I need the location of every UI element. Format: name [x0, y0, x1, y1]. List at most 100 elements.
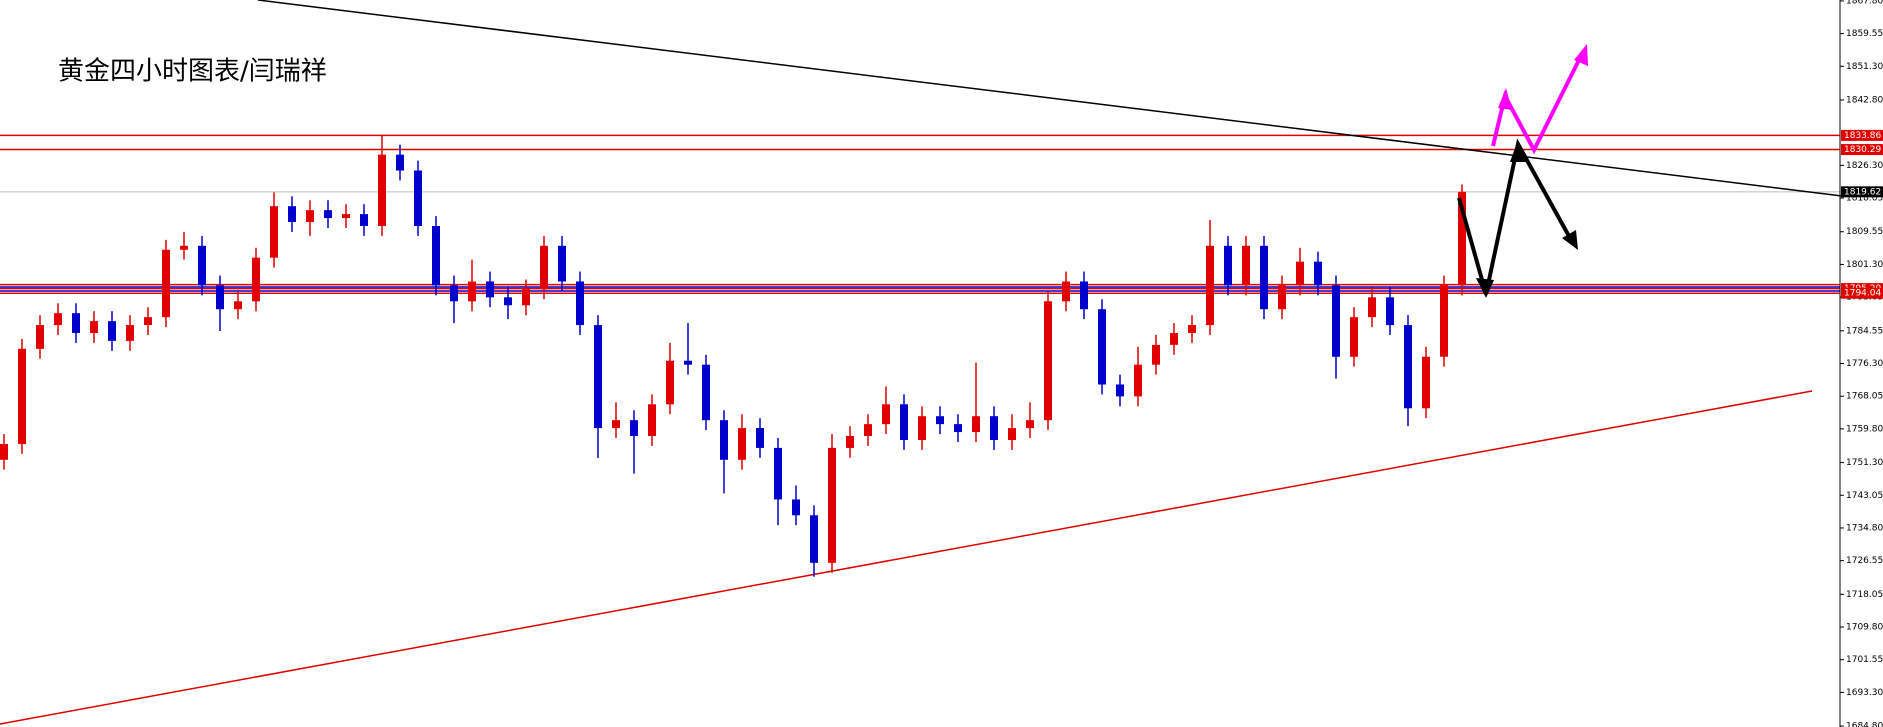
- candle-body: [198, 245, 206, 286]
- candle-body: [1386, 297, 1394, 326]
- candle-body: [1062, 281, 1070, 302]
- candle-body: [1332, 285, 1340, 357]
- level-label: 1819.62: [1844, 187, 1881, 197]
- arrow: [1457, 138, 1572, 295]
- y-tick-label: 1734.80: [1846, 523, 1883, 533]
- candle-body: [882, 404, 890, 425]
- candle-body: [1044, 301, 1052, 421]
- y-tick-label: 1826.30: [1846, 161, 1883, 171]
- candle-body: [738, 428, 746, 460]
- price-axis-labels: 1867.80 1859.55 1851.30 1842.80 1826.30 1818.…: [1840, 0, 1883, 727]
- candle-body: [1314, 261, 1322, 286]
- y-tick-label: 1759.80: [1846, 424, 1883, 434]
- candle-body: [216, 285, 224, 310]
- candle-body: [270, 206, 278, 258]
- candle-body: [558, 245, 566, 282]
- candle-body: [432, 225, 440, 286]
- candle-body: [1008, 428, 1016, 440]
- y-tick-label: 1693.30: [1846, 688, 1883, 698]
- candle-body: [828, 447, 836, 563]
- candle-body: [1404, 325, 1412, 409]
- candle-body: [972, 416, 980, 433]
- candle-body: [252, 257, 260, 302]
- candle-body: [576, 281, 584, 326]
- candle-body: [1026, 420, 1034, 429]
- candle-body: [0, 443, 8, 460]
- candle-body: [900, 404, 908, 440]
- candle-body: [1188, 325, 1196, 333]
- candle-body: [1440, 285, 1448, 357]
- candle-body: [720, 420, 728, 460]
- y-tick-label: 1709.80: [1846, 623, 1883, 633]
- candle-body: [108, 321, 116, 341]
- candle-body: [1098, 309, 1106, 385]
- candle-body: [1152, 344, 1160, 365]
- candle-body: [306, 210, 314, 223]
- candle-body: [666, 360, 674, 405]
- candle-body: [990, 416, 998, 440]
- candle-body: [540, 245, 548, 290]
- candle-body: [180, 245, 188, 250]
- y-tick-label: 1784.55: [1846, 326, 1883, 336]
- candle-body: [1206, 245, 1214, 326]
- candle-body: [1458, 191, 1466, 286]
- candle-body: [396, 154, 404, 171]
- candle-body: [414, 170, 422, 226]
- candle-body: [162, 249, 170, 318]
- candle-body: [1134, 364, 1142, 397]
- candle-body: [1242, 245, 1250, 286]
- trend-line: [0, 390, 1813, 725]
- candle-body: [846, 436, 854, 448]
- candle-body: [1224, 245, 1232, 286]
- candle-body: [1368, 297, 1376, 318]
- candle-body: [630, 420, 638, 437]
- arrow-head: [1476, 278, 1494, 298]
- price-levels: [0, 134, 1840, 294]
- forecast-arrows: [1457, 44, 1588, 298]
- candle-body: [342, 214, 350, 219]
- y-tick-label: 1842.80: [1846, 95, 1883, 105]
- candle-body: [1170, 332, 1178, 345]
- arrow-head: [1510, 140, 1526, 162]
- candle-body: [144, 317, 152, 326]
- candle-body: [1080, 281, 1088, 310]
- candle-body: [72, 313, 80, 333]
- arrow-head: [1574, 44, 1588, 66]
- candle-body: [864, 424, 872, 437]
- candle-body: [126, 325, 134, 341]
- chart-title: 黄金四小时图表/闫瑞祥: [58, 57, 327, 87]
- level-label-box: [1841, 186, 1883, 198]
- candle-body: [1260, 245, 1268, 310]
- y-tick-label: 1768.05: [1846, 392, 1883, 402]
- candle-body: [36, 325, 44, 349]
- candle-body: [450, 285, 458, 302]
- y-tick-label: 1701.55: [1846, 655, 1883, 665]
- candle-body: [1116, 384, 1124, 397]
- y-tick-label: 1743.05: [1846, 491, 1883, 501]
- level-label-box: [1841, 144, 1883, 156]
- candle-body: [1422, 356, 1430, 409]
- candle-body: [702, 364, 710, 421]
- y-tick-label: 1851.30: [1846, 62, 1883, 72]
- candle-body: [522, 289, 530, 306]
- candle-body: [486, 281, 494, 298]
- candle-body: [774, 447, 782, 500]
- y-tick-label: 1684.80: [1846, 722, 1883, 727]
- arrow: [1491, 53, 1584, 155]
- candle-body: [1296, 261, 1304, 286]
- y-tick-label: 1751.30: [1846, 458, 1883, 468]
- level-label: 1794.04: [1844, 289, 1881, 299]
- candle-body: [54, 313, 62, 326]
- y-tick-label: 1801.30: [1846, 260, 1883, 270]
- level-label-box: [1841, 287, 1883, 299]
- y-tick-label: 1809.55: [1846, 227, 1883, 237]
- level-label-box: [1841, 129, 1883, 141]
- level-label: 1830.29: [1844, 145, 1881, 155]
- candle-body: [504, 297, 512, 306]
- candle-body: [936, 416, 944, 425]
- trend-line: [257, 0, 1843, 197]
- candle-body: [378, 154, 386, 226]
- candle-body: [468, 281, 476, 302]
- candle-body: [756, 428, 764, 448]
